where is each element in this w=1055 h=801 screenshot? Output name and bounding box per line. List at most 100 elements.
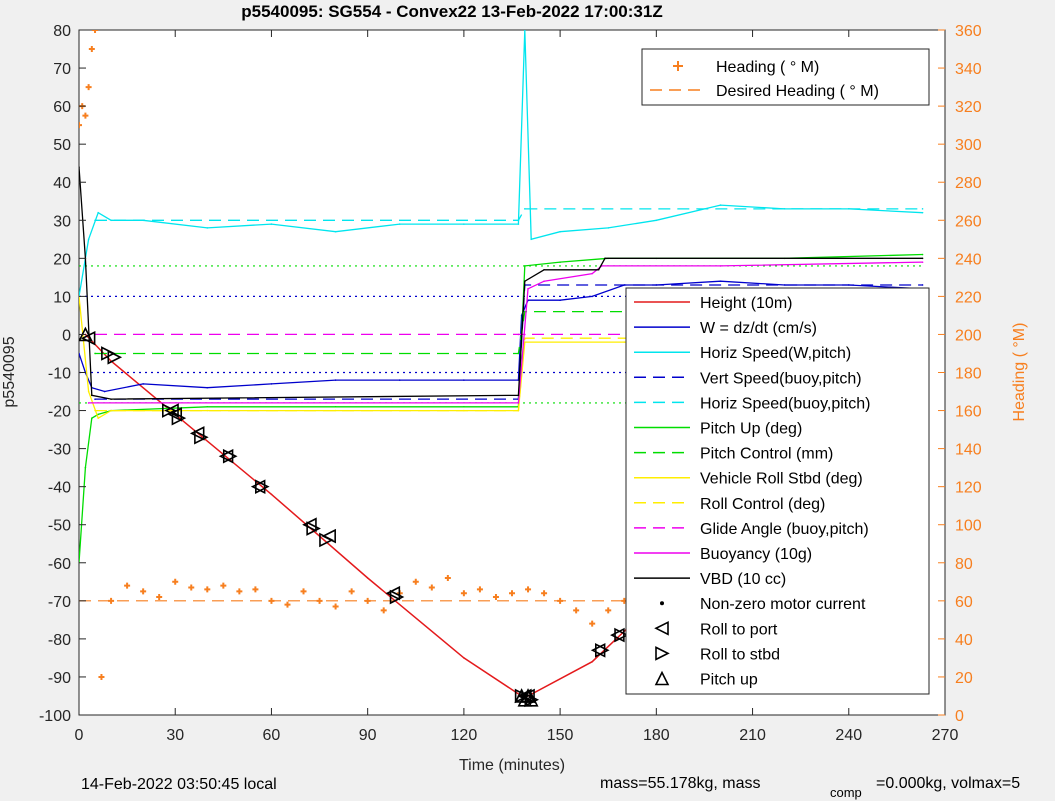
- y2-tick-label-11: 220: [955, 289, 982, 306]
- heading-point-5: [92, 30, 99, 33]
- y-tick-label-5: -50: [48, 518, 71, 535]
- series-1-point-0: [79, 352, 80, 355]
- series-2-point-7: [334, 230, 337, 233]
- y-axis-right: 0 20 40 60 80 100 120 140 160 180 200 220 240 260 280 3…: [938, 23, 982, 725]
- y2-tick-label-16: 320: [955, 99, 982, 116]
- series-7-point-2: [97, 417, 100, 419]
- roll-stbd-marker-7: [306, 521, 321, 536]
- heading-point-0: [79, 122, 82, 129]
- x-tick-label-7: 210: [739, 727, 766, 744]
- series-4-point-3: [921, 208, 924, 210]
- footer-local-time: 14-Feb-2022 03:50:45 local: [81, 776, 277, 793]
- heading-point-29: [460, 590, 467, 597]
- legend-main-label-2: Horiz Speed(W,pitch): [700, 345, 851, 362]
- y-tick-label-16: 60: [53, 99, 71, 116]
- series-6-point-2: [524, 310, 526, 313]
- legend-main-glyph-13: [654, 621, 669, 636]
- legend-main-label-10: Buoyancy (10g): [700, 546, 812, 563]
- y-tick-label-14: 40: [53, 175, 71, 192]
- series-11-point-6: [543, 268, 545, 271]
- series-1-point-8: [398, 379, 401, 381]
- series-6-point-1: [517, 352, 520, 355]
- roll-port-marker-12: [610, 627, 625, 643]
- y2-tick-label-2: 40: [955, 632, 973, 649]
- heading-point-37: [589, 620, 596, 627]
- series-6-point-0: [94, 352, 96, 355]
- series-10-point-1: [517, 402, 520, 404]
- legend-main-label-6: Pitch Control (mm): [700, 446, 833, 463]
- heading-point-12: [188, 584, 195, 591]
- heading-point-31: [492, 594, 499, 601]
- y-tick-label-1: -90: [48, 670, 71, 687]
- series-10-point-3: [543, 280, 545, 282]
- series-1-point-5: [206, 386, 209, 389]
- series-11-point-7: [597, 268, 600, 271]
- series-line-11: [79, 166, 923, 400]
- legend-heading-label-1: Desired Heading ( ° M): [716, 83, 879, 100]
- legend-main-label-3: Vert Speed(buoy,pitch): [700, 370, 862, 387]
- roll-port-marker-11: [590, 643, 606, 658]
- legend-main-label-13: Roll to port: [700, 621, 778, 638]
- heading-point-21: [332, 603, 339, 610]
- series-3-point-0: [94, 398, 96, 400]
- x-axis-label: Time (minutes): [459, 757, 565, 774]
- footer-mass: mass=55.178kg, mass: [600, 775, 761, 792]
- series-2-point-9: [463, 223, 465, 225]
- x-axis: 0 30 60 90 120 150 180 210 240 270: [75, 30, 959, 744]
- legend-main-glyph-12: [660, 601, 664, 606]
- x-tick-label-4: 120: [451, 727, 478, 744]
- series-10-point-7: [921, 261, 924, 263]
- y-tick-label-18: 80: [53, 23, 71, 40]
- y-tick-label-11: 10: [53, 289, 71, 306]
- x-tick-label-5: 150: [547, 727, 574, 744]
- y-tick-label-6: -40: [48, 480, 71, 497]
- roll-stbd-marker-8: [319, 532, 334, 548]
- heading-point-10: [156, 594, 163, 601]
- heading-point-34: [541, 590, 548, 597]
- series-1-point-9: [463, 379, 465, 381]
- series-5-point-1: [84, 466, 87, 469]
- heading-point-8: [124, 582, 131, 589]
- series-4-point-0: [94, 219, 96, 222]
- y2-tick-label-1: 20: [955, 670, 973, 687]
- y2-tick-label-4: 80: [955, 556, 973, 573]
- series-line-4: [95, 208, 923, 221]
- x-tick-label-9: 270: [932, 727, 959, 744]
- chart-title: p5540095: SG554 - Convex22 13-Feb-2022 1…: [241, 2, 662, 21]
- series-3-point-3: [921, 284, 924, 286]
- y2-tick-label-12: 240: [955, 251, 982, 268]
- series-2-point-6: [270, 223, 273, 225]
- heading-point-35: [557, 597, 564, 604]
- legend-main-box: [625, 287, 930, 695]
- heading-point-11: [172, 578, 179, 585]
- heading-point-9: [140, 588, 147, 595]
- series-2-point-5: [206, 227, 209, 229]
- series-11-point-2: [91, 394, 93, 397]
- y2-tick-label-10: 200: [955, 327, 982, 344]
- heading-point-32: [509, 590, 515, 597]
- heading-point-2: [82, 112, 89, 119]
- series-2-point-14: [607, 227, 610, 229]
- heading-point-15: [236, 588, 243, 595]
- series-7-point-8: [524, 341, 526, 343]
- legend-heading-glyph-0: [673, 61, 683, 71]
- series-10-point-0: [87, 402, 90, 404]
- y-tick-label-7: -30: [48, 442, 71, 459]
- y2-tick-label-7: 140: [955, 442, 982, 459]
- pitch-up-marker-4: [523, 691, 539, 707]
- series-11-point-8: [604, 257, 606, 260]
- series-4-point-1: [517, 219, 520, 222]
- series-2-point-2: [97, 211, 100, 214]
- roll-port-marker-8: [385, 585, 401, 601]
- roll-stbd-marker-3: [171, 410, 187, 426]
- series-7-point-4: [206, 409, 209, 412]
- series-5-point-7: [463, 405, 465, 408]
- series-2-point-12: [530, 238, 533, 241]
- series-2-point-10: [517, 223, 520, 225]
- y2-tick-label-17: 340: [955, 61, 982, 78]
- series-layer: [79, 30, 924, 697]
- series-11-point-5: [524, 280, 526, 282]
- heading-point-6: [98, 673, 105, 680]
- roll-stbd-marker-1: [107, 349, 123, 365]
